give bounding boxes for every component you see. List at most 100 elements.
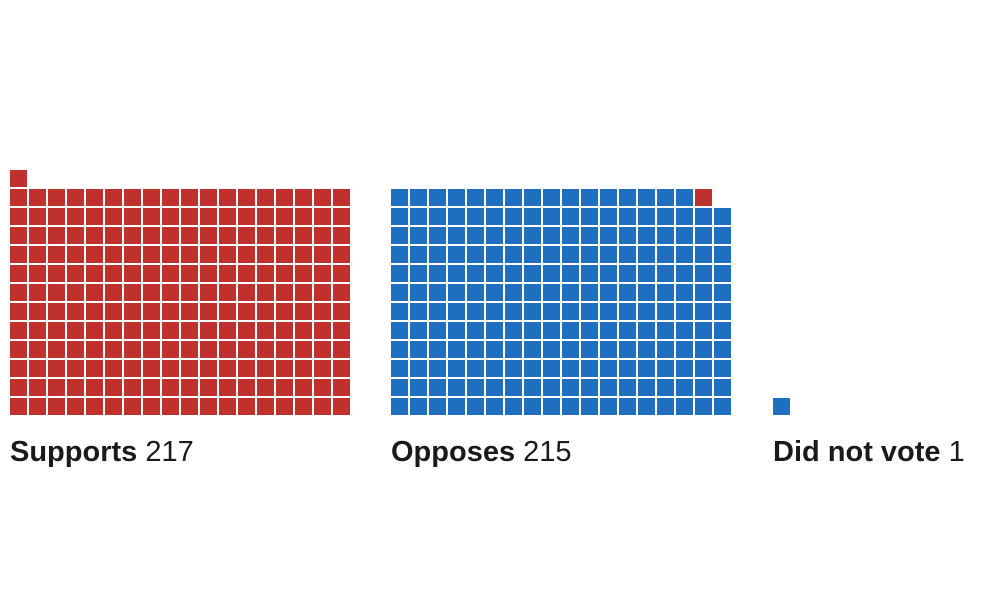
waffle-cell-2-22 <box>410 227 427 244</box>
waffle-cell-1-11 <box>10 208 27 225</box>
waffle-cell-1-194 <box>314 379 331 396</box>
waffle-cell-1-114 <box>181 303 198 320</box>
waffle-cell-1-181 <box>295 398 312 415</box>
waffle-cell-2-92 <box>524 265 541 282</box>
waffle-cell-1-18 <box>29 303 46 320</box>
waffle-cell-1-132 <box>200 189 217 206</box>
waffle-cell-2-96 <box>524 189 541 206</box>
waffle-cell-2-57 <box>467 246 484 263</box>
waffle-cell-2-159 <box>638 360 655 377</box>
waffle-cell-1-86 <box>143 379 160 396</box>
waffle-cell-2-153 <box>619 246 636 263</box>
waffle-cell-1-61 <box>105 398 122 415</box>
waffle-cell-2-74 <box>505 379 522 396</box>
waffle-cell-1-163 <box>257 284 274 301</box>
waffle-cell-1-96 <box>143 189 160 206</box>
waffle-cell-1-108 <box>162 189 179 206</box>
waffle-cell-2-106 <box>543 227 560 244</box>
waffle-cell-2-164 <box>638 265 655 282</box>
waffle-cell-1-65 <box>105 322 122 339</box>
waffle-cell-2-54 <box>467 303 484 320</box>
waffle-cell-1-130 <box>200 227 217 244</box>
waffle-cell-1-88 <box>143 341 160 358</box>
waffle-cell-1-52 <box>86 341 103 358</box>
waffle-cell-2-10 <box>391 227 408 244</box>
waffle-cell-2-205 <box>714 379 731 396</box>
waffle-cell-1-128 <box>200 265 217 282</box>
waffle-cell-1-170 <box>276 379 293 396</box>
waffle-cell-1-32 <box>48 265 65 282</box>
waffle-cell-2-99 <box>543 360 560 377</box>
waffle-cell-1-124 <box>200 341 217 358</box>
waffle-cell-2-103 <box>543 284 560 301</box>
waffle-cell-2-50 <box>467 379 484 396</box>
waffle-cell-2-91 <box>524 284 541 301</box>
waffle-cell-2-7 <box>391 284 408 301</box>
waffle-cell-1-1 <box>10 398 27 415</box>
waffle-cell-1-37 <box>67 398 84 415</box>
waffle-cell-1-202 <box>314 227 331 244</box>
label-opposes-count: 215 <box>523 436 572 468</box>
waffle-cell-2-38 <box>448 379 465 396</box>
waffle-cell-1-211 <box>333 284 350 301</box>
waffle-cell-2-19 <box>410 284 427 301</box>
waffle-cell-1-24 <box>29 189 46 206</box>
waffle-cell-1-134 <box>219 379 236 396</box>
waffle-cell-2-52 <box>467 341 484 358</box>
waffle-cell-1-71 <box>105 208 122 225</box>
waffle-cell-2-188 <box>676 265 693 282</box>
waffle-cell-2-132 <box>581 189 598 206</box>
waffle-cell-1-98 <box>162 379 179 396</box>
waffle-cell-1-145 <box>238 398 255 415</box>
waffle-cell-1-154 <box>238 227 255 244</box>
waffle-cell-1-4 <box>10 341 27 358</box>
waffle-cell-2-172 <box>657 341 674 358</box>
waffle-cell-2-59 <box>467 208 484 225</box>
waffle-cell-2-198 <box>695 303 712 320</box>
waffle-cell-2-206 <box>714 360 731 377</box>
waffle-cell-2-182 <box>676 379 693 396</box>
waffle-cell-1-49 <box>86 398 103 415</box>
waffle-cell-1-42 <box>67 303 84 320</box>
label-supports-name: Supports <box>10 436 138 468</box>
waffle-cell-1-192 <box>295 189 312 206</box>
waffle-cell-2-151 <box>619 284 636 301</box>
waffle-cell-1-79 <box>124 284 141 301</box>
waffle-cell-2-183 <box>676 360 693 377</box>
waffle-cell-1-161 <box>257 322 274 339</box>
waffle-cell-2-169 <box>657 398 674 415</box>
waffle-cell-2-140 <box>600 265 617 282</box>
waffle-cell-2-85 <box>524 398 541 415</box>
waffle-cell-2-133 <box>600 398 617 415</box>
waffle-cell-1-197 <box>314 322 331 339</box>
waffle-cell-2-86 <box>524 379 541 396</box>
waffle-cell-1-60 <box>86 189 103 206</box>
waffle-cell-1-214 <box>333 227 350 244</box>
waffle-cell-1-109 <box>181 398 198 415</box>
waffle-cell-1-14 <box>29 379 46 396</box>
waffle-cell-1-111 <box>181 360 198 377</box>
waffle-cell-1-106 <box>162 227 179 244</box>
waffle-cell-2-124 <box>581 341 598 358</box>
waffle-cell-2-105 <box>543 246 560 263</box>
waffle-cell-1-72 <box>105 189 122 206</box>
waffle-cell-1-213 <box>333 246 350 263</box>
waffle-cell-1-148 <box>238 341 255 358</box>
waffle-cell-2-165 <box>638 246 655 263</box>
waffle-cell-2-73 <box>505 398 522 415</box>
waffle-cell-2-83 <box>505 208 522 225</box>
waffle-cell-2-71 <box>486 208 503 225</box>
waffle-cell-1-102 <box>162 303 179 320</box>
waffle-cell-1-58 <box>86 227 103 244</box>
waffle-cell-2-137 <box>600 322 617 339</box>
waffle-cell-2-185 <box>676 322 693 339</box>
waffle-cell-1-156 <box>238 189 255 206</box>
waffle-cell-1-193 <box>314 398 331 415</box>
waffle-cell-2-87 <box>524 360 541 377</box>
waffle-cell-2-3 <box>391 360 408 377</box>
waffle-cell-2-44 <box>448 265 465 282</box>
waffle-cell-2-202 <box>695 227 712 244</box>
waffle-cell-2-4 <box>391 341 408 358</box>
waffle-cell-2-136 <box>600 341 617 358</box>
waffle-cell-2-139 <box>600 284 617 301</box>
